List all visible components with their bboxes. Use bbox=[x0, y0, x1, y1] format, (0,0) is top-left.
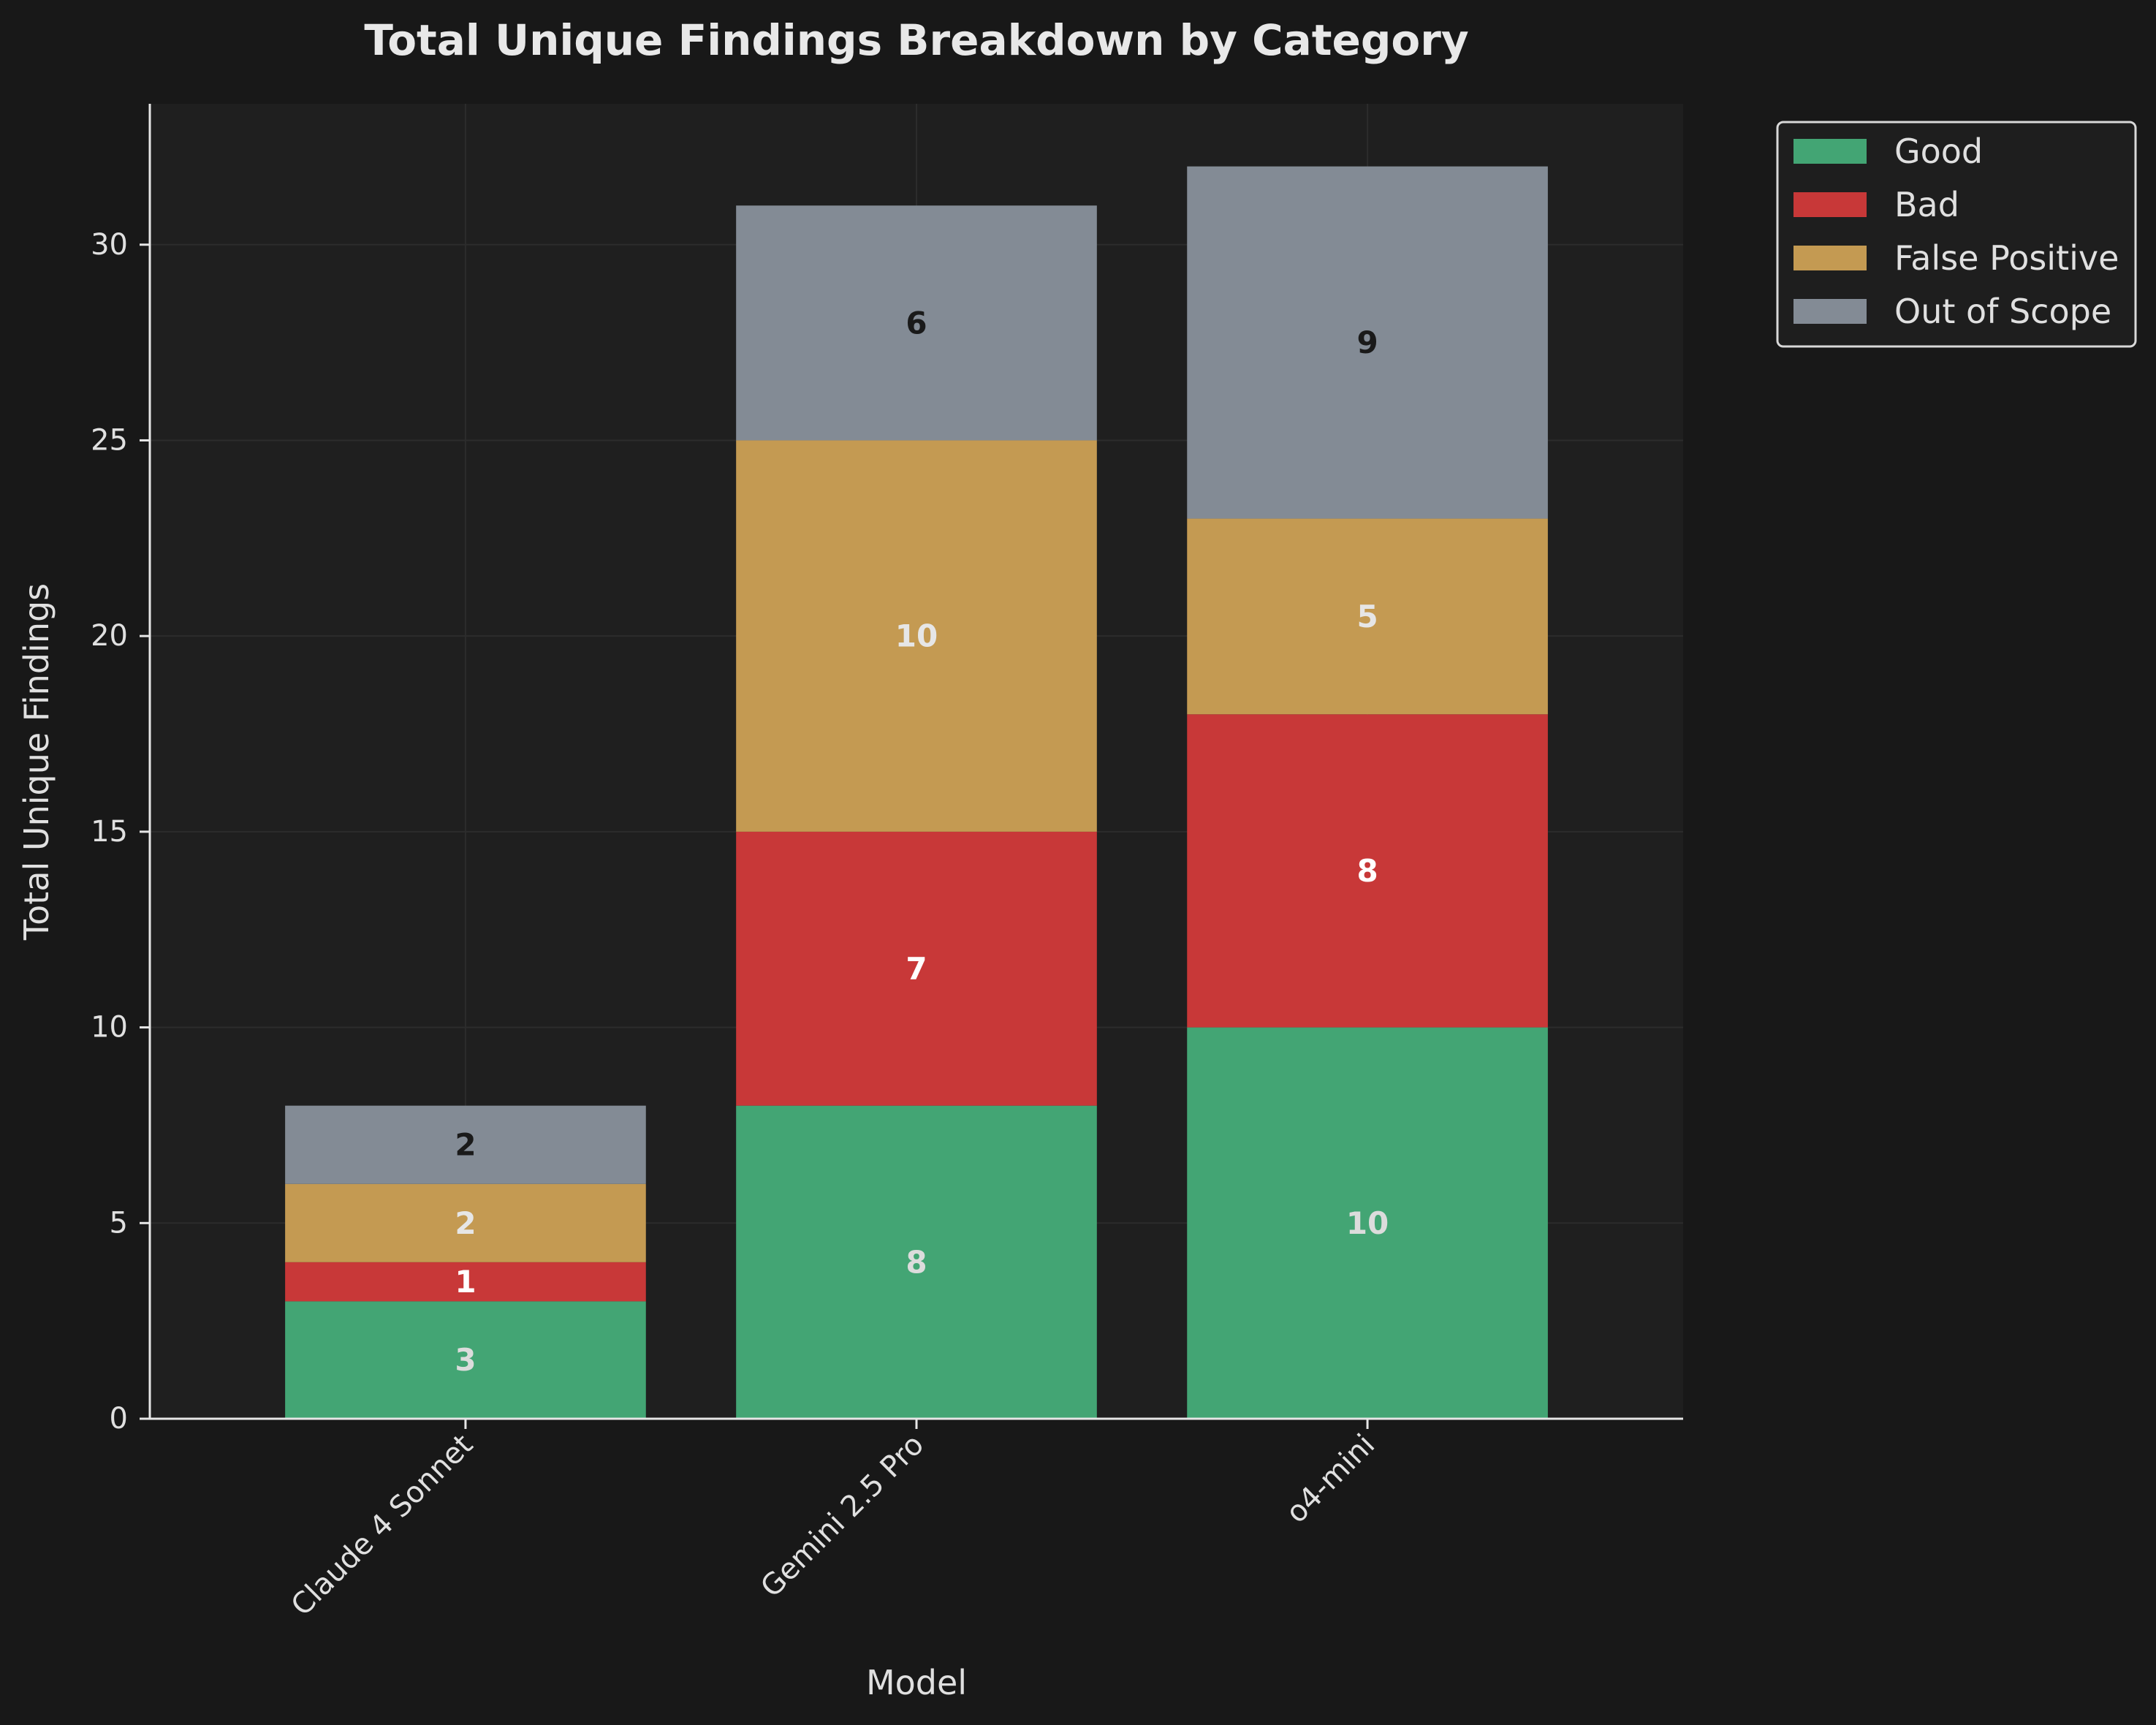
bar-segment bbox=[1187, 714, 1548, 1028]
bar-value-label: 8 bbox=[1356, 853, 1378, 889]
y-axis-label: Total Unique Findings bbox=[17, 583, 56, 941]
bar-segment bbox=[285, 1105, 646, 1184]
legend-entry-label: Good bbox=[1894, 132, 1983, 171]
bar-segment bbox=[1187, 166, 1548, 519]
bar-value-label: 2 bbox=[455, 1205, 476, 1241]
bar-value-label: 9 bbox=[1356, 325, 1378, 360]
y-tick-label: 15 bbox=[91, 815, 128, 849]
bar-segment bbox=[285, 1262, 646, 1302]
bar-value-labels: 3 1 2 2 8 7 10 6 10 8 5 9 bbox=[455, 305, 1389, 1378]
bar-segment bbox=[736, 205, 1097, 441]
y-tick-label: 10 bbox=[91, 1011, 128, 1045]
bar-value-label: 7 bbox=[906, 951, 927, 987]
y-tick-label: 30 bbox=[91, 228, 128, 262]
legend: Good Bad False Positive Out of Scope bbox=[1776, 121, 2137, 348]
bar-segment bbox=[285, 1301, 646, 1419]
y-tick-label: 20 bbox=[91, 619, 128, 653]
bar-value-label: 8 bbox=[906, 1244, 927, 1280]
bar-segment bbox=[736, 440, 1097, 832]
bar-value-label: 5 bbox=[1356, 599, 1378, 634]
bar-segment bbox=[285, 1183, 646, 1262]
bar-segment bbox=[1187, 518, 1548, 715]
legend-entry-label: Out of Scope bbox=[1894, 292, 2111, 331]
bar-value-label: 6 bbox=[906, 305, 927, 341]
bar-segment bbox=[736, 1105, 1097, 1419]
bar-value-label: 10 bbox=[1346, 1205, 1389, 1241]
bar-segment bbox=[736, 831, 1097, 1106]
legend-frame bbox=[1776, 121, 2137, 348]
legend-swatch bbox=[1793, 246, 1867, 270]
chart-title: Total Unique Findings Breakdown by Categ… bbox=[364, 15, 1468, 65]
y-axis-ticks: 0 5 10 15 20 25 30 bbox=[91, 228, 150, 1436]
legend-entry-label: Bad bbox=[1894, 185, 1959, 224]
legend-swatch bbox=[1793, 192, 1867, 217]
legend-swatch bbox=[1793, 139, 1867, 164]
bar-value-label: 3 bbox=[455, 1342, 476, 1378]
bar-value-label: 10 bbox=[895, 618, 938, 654]
x-axis-label: Model bbox=[866, 1663, 967, 1702]
bar-value-label: 2 bbox=[455, 1127, 476, 1163]
bar-segment bbox=[1187, 1027, 1548, 1419]
y-tick-label: 5 bbox=[110, 1206, 128, 1240]
bar-value-label: 1 bbox=[455, 1264, 476, 1300]
legend-swatch bbox=[1793, 299, 1867, 324]
legend-entry-label: False Positive bbox=[1894, 238, 2119, 278]
bars bbox=[285, 166, 1548, 1419]
y-tick-label: 0 bbox=[110, 1402, 128, 1436]
y-tick-label: 25 bbox=[91, 423, 128, 457]
